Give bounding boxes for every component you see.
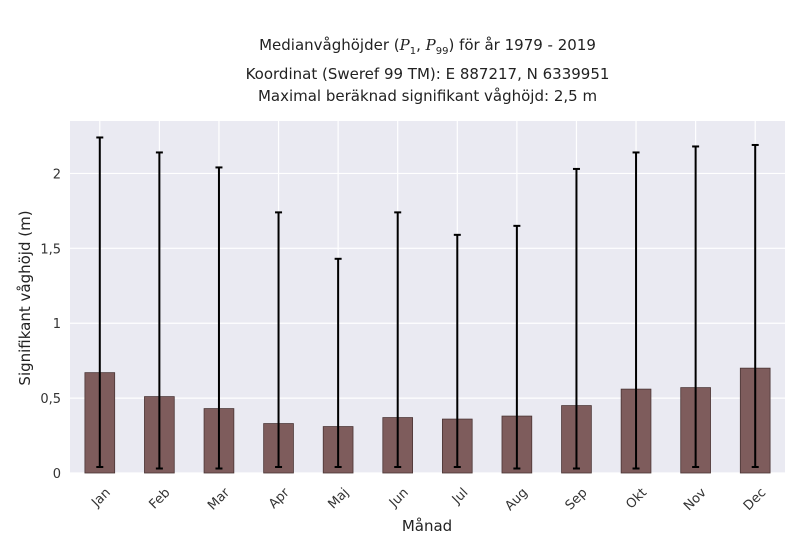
x-tick-label-maj: Maj bbox=[325, 485, 352, 512]
title-p99-symbol: P99 bbox=[425, 36, 449, 57]
y-tick-label-0: 0 bbox=[53, 467, 61, 482]
error-bars bbox=[96, 136, 759, 470]
y-tick-label-3: 1,5 bbox=[40, 242, 61, 257]
chart-title-line-1: Medianvåghöjder (P1, P99) för år 1979 - … bbox=[259, 36, 596, 57]
x-tick-label-sep: Sep bbox=[563, 485, 591, 513]
plot-area bbox=[70, 121, 785, 473]
chart-title: Medianvåghöjder (P1, P99) för år 1979 - … bbox=[0, 34, 800, 107]
x-tick-label-jul: Jul bbox=[449, 485, 471, 507]
title-p1-letter: P bbox=[399, 36, 410, 54]
x-tick-label-nov: Nov bbox=[681, 485, 710, 514]
x-tick-label-jun: Jun bbox=[386, 485, 412, 511]
y-tick-label-2: 1 bbox=[53, 317, 61, 332]
title-p1-subscript: 1 bbox=[409, 46, 417, 57]
x-tick-label-feb: Feb bbox=[147, 485, 174, 512]
x-tick-labels: Jan Feb Mar Apr Maj Jun Jul Aug Sep Okt Nov Dec bbox=[88, 485, 769, 514]
x-tick-label-mar: Mar bbox=[205, 485, 233, 513]
y-axis-label: Signifikant våghöjd (m) bbox=[16, 210, 34, 385]
chart-title-line-2: Koordinat (Sweref 99 TM): E 887217, N 63… bbox=[245, 65, 610, 83]
y-tick-label-1: 0,5 bbox=[40, 392, 61, 407]
x-tick-label-dec: Dec bbox=[741, 485, 769, 513]
chart-title-line-3: Maximal beräknad signifikant våghöjd: 2,… bbox=[257, 87, 598, 105]
y-tick-label-4: 2 bbox=[53, 167, 61, 182]
title-p99-subscript: 99 bbox=[435, 46, 449, 57]
title-p1-symbol: P1 bbox=[399, 36, 417, 57]
x-axis-label: Månad bbox=[402, 517, 452, 535]
x-tick-label-jan: Jan bbox=[88, 485, 113, 510]
title-p99-letter: P bbox=[425, 36, 436, 54]
x-tick-label-apr: Apr bbox=[266, 485, 293, 512]
title-line-1-suffix: ) för år 1979 - 2019 bbox=[448, 36, 596, 54]
y-tick-labels: 0 0,5 1 1,5 2 bbox=[40, 167, 61, 482]
title-line-1-prefix: Medianvåghöjder ( bbox=[259, 36, 400, 54]
x-tick-label-okt: Okt bbox=[623, 485, 650, 512]
x-tick-label-aug: Aug bbox=[502, 485, 531, 514]
